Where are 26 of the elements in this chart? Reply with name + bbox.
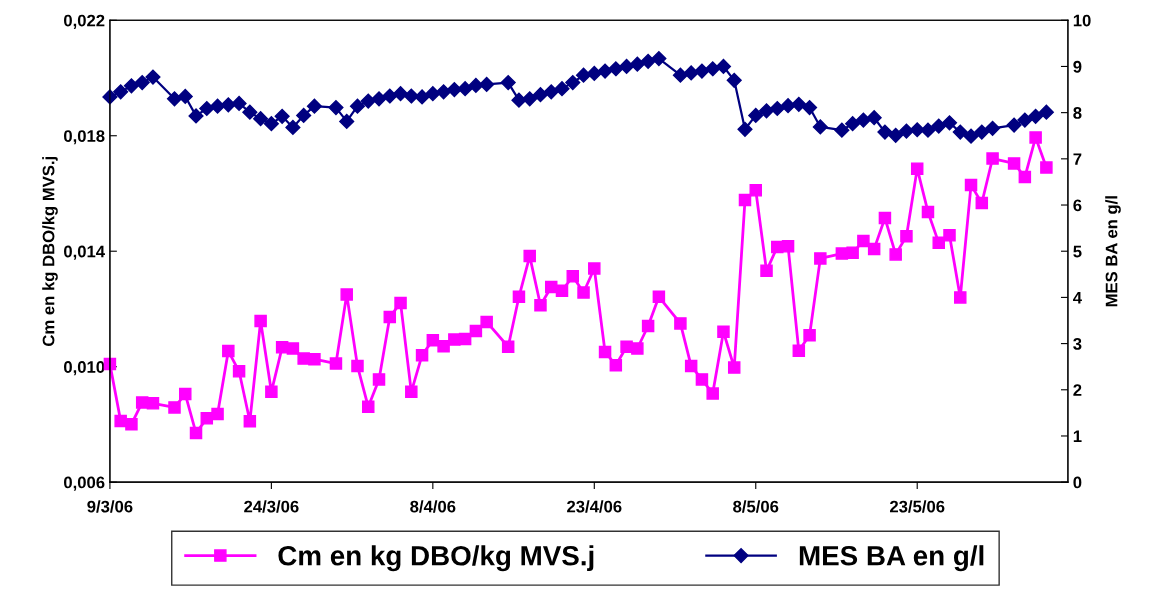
y2-tick-label: 5: [1073, 245, 1082, 258]
y-axis-title: Cm en kg DBO/kg MVS.j: [42, 157, 58, 346]
y2-tick-label: 7: [1073, 153, 1082, 165]
y-tick-label: 0,010: [64, 361, 105, 376]
legend-label: MES BA en g/l: [799, 545, 984, 572]
y-tick-label: 0,022: [64, 14, 105, 29]
y2-axis-title: MES BA en g/l: [1105, 196, 1121, 307]
y2-tick-label: 0: [1073, 476, 1082, 489]
y-tick-label: 0,014: [64, 245, 105, 260]
x-tick-label: 23/4/06: [567, 500, 622, 513]
y2-tick-label: 10: [1073, 14, 1091, 27]
legend-label: Cm en kg DBO/kg MVS.j: [278, 545, 594, 572]
x-tick-label: 9/3/06: [87, 500, 133, 513]
y2-tick-label: 9: [1073, 60, 1082, 73]
y-tick-label: 0,006: [64, 476, 105, 491]
y2-tick-label: 1: [1073, 430, 1082, 443]
y2-tick-label: 8: [1073, 107, 1082, 119]
y2-tick-label: 4: [1073, 291, 1082, 304]
x-tick-label: 8/4/06: [410, 500, 456, 513]
x-tick-label: 23/5/06: [889, 500, 945, 513]
y2-tick-label: 6: [1073, 199, 1082, 212]
y2-tick-label: 2: [1073, 384, 1082, 396]
x-tick-label: 8/5/06: [733, 500, 779, 513]
y-tick-label: 0,018: [64, 130, 105, 145]
y2-tick-label: 3: [1073, 338, 1082, 350]
x-tick-label: 24/3/06: [244, 500, 299, 513]
